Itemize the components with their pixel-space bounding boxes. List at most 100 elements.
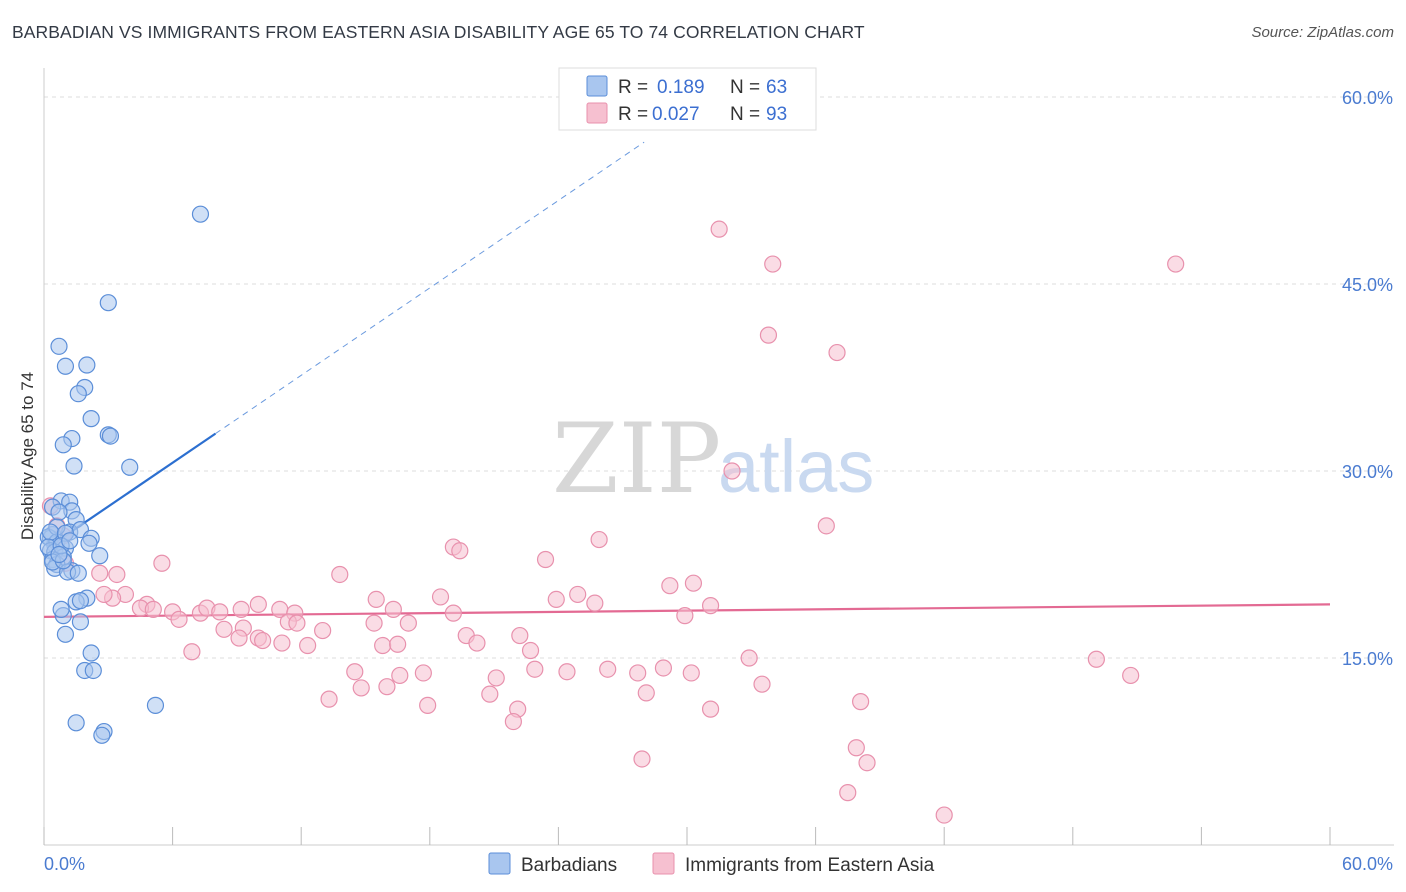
point-eastern-asia [1122,666,1140,685]
point-eastern-asia [1167,255,1185,273]
point-eastern-asia [444,604,462,622]
x-tick-label-min: 0.0% [44,854,85,874]
point-barbadians [71,592,90,610]
source-credit: Source: ZipAtlas.com [1251,24,1394,41]
legend-top: R = 0.189 N = 63 R = 0.027 N = 93 [558,67,817,131]
point-barbadians [91,547,109,565]
point-barbadians [41,523,60,541]
point-barbadians [52,600,70,618]
point-eastern-asia [230,629,248,647]
y-tick-label: 15.0% [1342,649,1393,669]
point-eastern-asia [451,542,469,560]
point-barbadians [61,532,79,550]
point-barbadians [82,644,100,662]
y-tick-label: 30.0% [1342,462,1393,482]
point-eastern-asia [232,600,250,618]
point-eastern-asia [526,660,544,678]
point-eastern-asia [759,326,778,344]
point-eastern-asia [352,679,370,697]
point-barbadians [54,436,72,454]
point-barbadians [56,357,75,375]
legend-bottom-label-barbadians: Barbadians [521,855,617,876]
point-barbadians [93,726,111,744]
trend-line-extension-barbadians [215,141,645,435]
chart-title: BARBADIAN VS IMMIGRANTS FROM EASTERN ASI… [12,22,865,42]
point-eastern-asia [847,739,865,757]
point-eastern-asia [701,597,720,615]
point-eastern-asia [288,614,306,632]
point-eastern-asia [637,684,655,702]
trend-lines [43,141,1331,618]
legend-r-label-1: R = [618,104,648,125]
legend-r-value-0: 0.189 [657,77,705,98]
legend-bottom-label-eastern-asia: Immigrants from Eastern Asia [685,855,935,876]
point-eastern-asia [504,712,522,731]
legend-n-value-1: 93 [766,104,787,125]
watermark: ZIP atlas [552,403,874,515]
legend-n-label-0: N = [730,77,760,98]
point-barbadians [80,534,98,552]
point-eastern-asia [852,693,870,711]
point-eastern-asia [374,636,392,655]
point-eastern-asia [414,664,432,682]
point-eastern-asia [487,669,505,687]
point-eastern-asia [365,614,383,632]
point-eastern-asia [521,641,540,660]
point-eastern-asia [299,636,317,655]
point-eastern-asia [254,631,272,650]
point-eastern-asia [153,554,171,572]
point-eastern-asia [701,700,720,718]
point-eastern-asia [144,600,162,618]
point-eastern-asia [170,610,188,628]
point-barbadians [56,625,75,643]
point-eastern-asia [108,565,126,584]
point-eastern-asia [558,663,576,681]
point-eastern-asia [682,664,700,682]
point-barbadians [99,294,117,312]
point-eastern-asia [676,607,694,625]
point-eastern-asia [536,550,555,569]
point-eastern-asia [331,565,349,584]
point-barbadians [146,696,165,714]
point-eastern-asia [858,754,876,772]
point-eastern-asia [684,574,703,592]
point-barbadians [84,661,102,680]
point-eastern-asia [599,660,617,678]
point-eastern-asia [661,577,679,595]
axes: 15.0% 30.0% 45.0% 60.0% 0.0% 60.0% [43,68,1394,874]
point-eastern-asia [590,530,608,549]
y-tick-label: 60.0% [1342,88,1393,108]
legend-bottom-swatch-eastern-asia [652,852,675,875]
point-eastern-asia [1087,650,1105,668]
point-eastern-asia [389,635,407,653]
y-axis-label: Disability Age 65 to 74 [18,372,37,540]
watermark-atlas: atlas [718,425,874,508]
point-eastern-asia [481,685,499,703]
point-eastern-asia [399,614,417,632]
point-eastern-asia [654,659,673,677]
legend-bottom-swatch-barbadians [488,852,511,875]
watermark-zip: ZIP [552,403,721,515]
legend-swatch-barbadians [586,75,608,97]
legend-r-label-0: R = [618,77,648,98]
point-eastern-asia [547,590,565,609]
point-barbadians [65,457,83,475]
point-barbadians [50,503,68,521]
point-barbadians [101,427,120,445]
grid-lines [44,96,1394,659]
point-eastern-asia [91,564,109,582]
point-barbadians [69,564,87,582]
point-eastern-asia [378,678,396,696]
legend-swatch-eastern-asia [586,102,608,124]
point-eastern-asia [419,696,437,714]
legend-bottom: Barbadians Immigrants from Eastern Asia [488,852,935,876]
x-tick-label-max: 60.0% [1342,854,1393,874]
point-eastern-asia [569,585,587,604]
point-eastern-asia [468,634,486,652]
point-eastern-asia [828,343,846,362]
point-eastern-asia [629,664,647,682]
point-eastern-asia [391,666,409,685]
legend-r-value-1: 0.027 [652,104,700,125]
point-eastern-asia [431,588,450,606]
